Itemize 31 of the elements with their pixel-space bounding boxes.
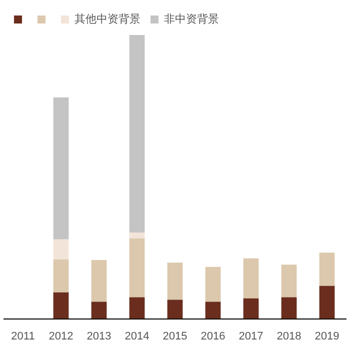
x-tick-label: 2012	[48, 330, 74, 342]
bar	[319, 286, 335, 319]
x-tick-label: 2016	[200, 330, 226, 342]
legend-label: 其他中资背景	[74, 12, 140, 26]
bar	[243, 258, 259, 298]
bar	[243, 298, 259, 319]
x-tick-label: 2018	[276, 330, 302, 342]
x-tick-label: 2015	[162, 330, 188, 342]
bar	[205, 266, 221, 302]
bar	[129, 35, 145, 233]
bar	[53, 259, 69, 292]
x-tick-label: 2017	[238, 330, 264, 342]
bar	[91, 302, 107, 319]
bar	[281, 297, 297, 319]
bar	[129, 232, 145, 238]
x-tick-label: 2014	[124, 330, 150, 342]
x-tick-label: 2011	[11, 330, 35, 342]
bar	[319, 252, 335, 286]
bar	[129, 297, 145, 319]
bar	[167, 262, 183, 300]
bar	[167, 300, 183, 319]
bar	[205, 302, 221, 319]
bar	[53, 97, 69, 240]
bar	[53, 239, 69, 260]
legend-label: 非中资背景	[164, 12, 219, 26]
bar	[91, 260, 107, 302]
x-tick-label: 2019	[314, 330, 340, 342]
bar	[129, 238, 145, 298]
bar	[281, 264, 297, 298]
x-tick-label: 2013	[86, 330, 112, 342]
bar	[53, 292, 69, 319]
